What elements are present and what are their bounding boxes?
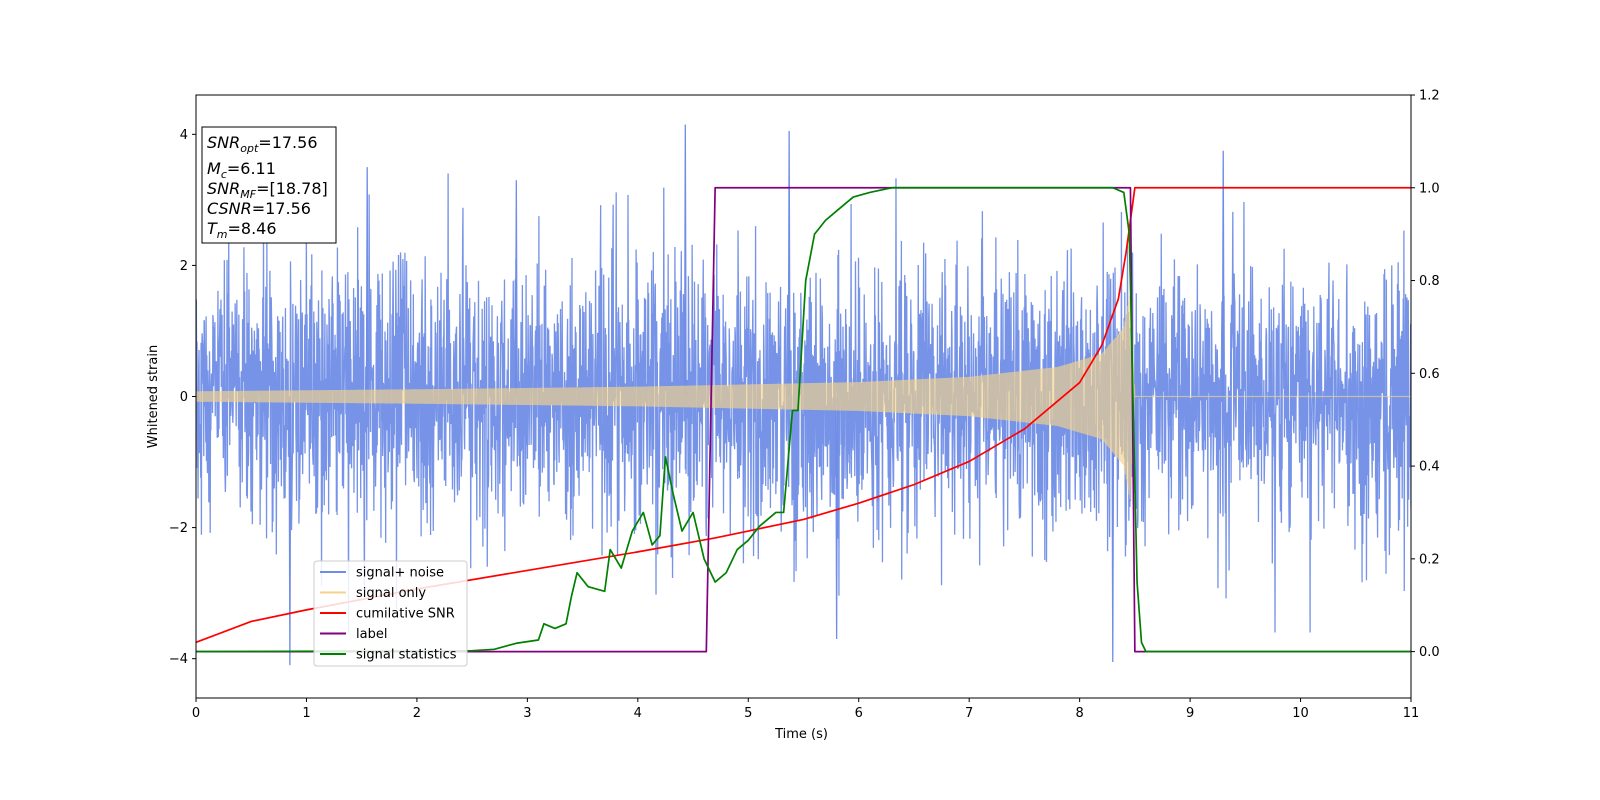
x-tick-label: 5	[744, 706, 752, 721]
info-box-frame	[201, 126, 337, 244]
y-tick-label: 2	[180, 259, 188, 274]
info-chirp-mass: Mc=6.11	[207, 159, 276, 181]
y2-tick-label: 0.2	[1419, 552, 1440, 567]
y-tick-label: −4	[169, 652, 188, 667]
y-tick-label: 0	[180, 390, 188, 405]
x-tick-label: 8	[1075, 706, 1083, 721]
x-axis-label: Time (s)	[774, 727, 828, 742]
x-tick-label: 9	[1186, 706, 1194, 721]
x-tick-label: 10	[1292, 706, 1309, 721]
x-tick-label: 3	[523, 706, 531, 721]
x-tick-label: 2	[413, 706, 421, 721]
series-signal-noise	[196, 173, 1411, 633]
y2-tick-label: 0.8	[1419, 274, 1440, 289]
y2-tick-label: 1.2	[1419, 89, 1440, 104]
series-signal-statistics	[196, 186, 1411, 653]
y-tick-label: 4	[180, 128, 188, 143]
y2-tick-label: 0.6	[1419, 367, 1440, 382]
legend-label-label: label	[356, 627, 387, 642]
legend-label-signal-only: signal only	[356, 586, 426, 601]
y2-tick-label: 0.0	[1419, 645, 1440, 660]
x-tick-label: 4	[634, 706, 642, 721]
noise-spike	[787, 131, 791, 397]
noise-spike	[683, 124, 687, 397]
legend-label-cumulative-snr: cumilative SNR	[356, 607, 455, 622]
series-signal-only	[196, 295, 1411, 500]
y2-tick-label: 1.0	[1419, 181, 1440, 196]
noise-spike	[288, 396, 292, 666]
noise-spike	[835, 396, 839, 640]
legend-label-signal-noise: signal+ noise	[356, 566, 444, 581]
legend-label-signal-statistics: signal statistics	[356, 648, 457, 663]
info-snr-mf: SNRMF=[18.78]	[207, 179, 328, 201]
legend-frame	[313, 560, 468, 667]
noise-spike	[365, 167, 369, 397]
y-axis-label: Whitened strain	[146, 345, 161, 448]
x-tick-label: 1	[302, 706, 310, 721]
y-tick-label: −2	[169, 521, 188, 536]
x-tick-label: 6	[855, 706, 863, 721]
axes: 0 1 2 3 4 5 6 7 8 9 10 11 −4 −2 0 2 4 0.0 0.2 0.4 0.6 0.8 1.0 1…	[169, 89, 1440, 722]
y2-tick-label: 0.4	[1419, 460, 1440, 475]
x-tick-label: 7	[965, 706, 973, 721]
legend: signal+ noise signal only cumilative SNR…	[313, 560, 468, 667]
noise-spike	[1221, 150, 1225, 397]
info-box: SNRopt=17.56 Mc=6.11 SNRMF=[18.78] CSNR=…	[201, 126, 337, 244]
info-csnr: CSNR=17.56	[207, 199, 311, 218]
noise-spike	[514, 180, 518, 397]
info-snr-opt: SNRopt=17.56	[207, 133, 318, 155]
x-tick-label: 0	[192, 706, 200, 721]
x-tick-label: 11	[1403, 706, 1420, 721]
info-merger-time: Tm=8.46	[207, 219, 277, 241]
noise-spike	[1111, 396, 1115, 662]
